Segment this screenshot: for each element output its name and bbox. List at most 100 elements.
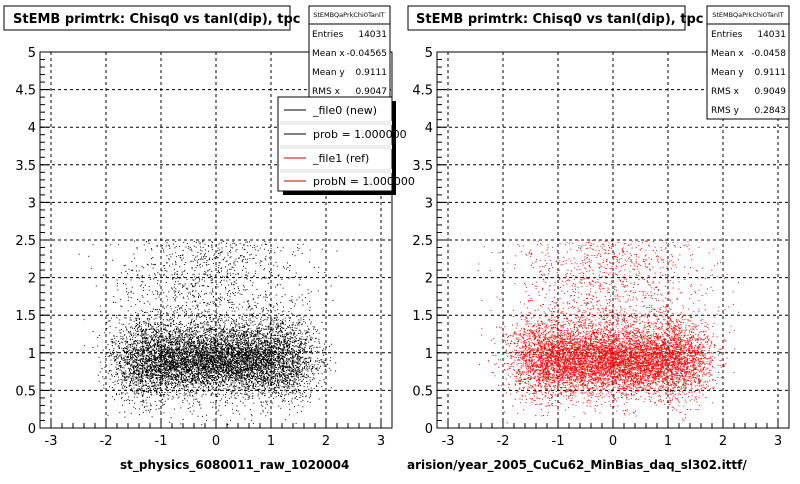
scatter-point <box>236 319 237 320</box>
scatter-point <box>326 294 327 295</box>
scatter-point <box>203 386 204 387</box>
scatter-point <box>171 339 172 340</box>
scatter-point <box>233 277 234 278</box>
scatter-point <box>293 335 294 336</box>
scatter-point <box>192 414 193 415</box>
scatter-point <box>150 403 151 404</box>
scatter-point <box>243 397 244 398</box>
scatter-point <box>141 348 142 349</box>
scatter-point <box>130 357 131 358</box>
scatter-point <box>296 371 297 372</box>
scatter-point <box>156 352 157 353</box>
scatter-point <box>233 273 234 274</box>
scatter-point <box>299 383 300 384</box>
scatter-point <box>188 315 189 316</box>
scatter-point <box>251 345 252 346</box>
scatter-point <box>108 344 109 345</box>
scatter-point <box>137 389 138 390</box>
scatter-point <box>248 399 249 400</box>
scatter-point <box>267 317 268 318</box>
scatter-point <box>153 334 154 335</box>
scatter-point <box>208 264 209 265</box>
scatter-point <box>171 308 172 309</box>
scatter-point <box>242 384 243 385</box>
scatter-point <box>167 394 168 395</box>
scatter-point <box>289 414 290 415</box>
scatter-point <box>139 301 140 302</box>
scatter-point <box>188 373 189 374</box>
scatter-point <box>217 382 218 383</box>
scatter-point <box>238 379 239 380</box>
scatter-point <box>264 278 265 279</box>
scatter-point <box>325 369 326 370</box>
scatter-point <box>185 331 186 332</box>
scatter-point <box>199 316 200 317</box>
scatter-point <box>222 346 223 347</box>
scatter-point <box>232 319 233 320</box>
scatter-point <box>241 377 242 378</box>
scatter-point <box>186 356 187 357</box>
scatter-point <box>97 337 98 338</box>
scatter-point <box>285 386 286 387</box>
scatter-point <box>225 394 226 395</box>
scatter-point <box>142 335 143 336</box>
scatter-point <box>109 332 110 333</box>
scatter-point <box>178 342 179 343</box>
scatter-point <box>152 339 153 340</box>
scatter-point <box>147 319 148 320</box>
scatter-point <box>278 379 279 380</box>
scatter-point <box>221 271 222 272</box>
scatter-point <box>206 381 207 382</box>
scatter-point <box>302 300 303 301</box>
scatter-point <box>142 330 143 331</box>
scatter-point <box>185 376 186 377</box>
scatter-point <box>238 309 239 310</box>
scatter-point <box>137 324 138 325</box>
scatter-point <box>143 361 144 362</box>
scatter-point <box>206 354 207 355</box>
scatter-point <box>190 324 191 325</box>
scatter-point <box>135 394 136 395</box>
scatter-point <box>235 344 236 345</box>
scatter-point <box>179 367 180 368</box>
scatter-point <box>293 341 294 342</box>
scatter-point <box>248 360 249 361</box>
scatter-point <box>296 379 297 380</box>
scatter-point <box>128 377 129 378</box>
scatter-point <box>215 359 216 360</box>
scatter-point <box>142 384 143 385</box>
scatter-point <box>162 301 163 302</box>
scatter-point <box>238 274 239 275</box>
scatter-point <box>204 379 205 380</box>
scatter-point <box>226 339 227 340</box>
scatter-point <box>165 355 166 356</box>
scatter-point <box>296 299 297 300</box>
scatter-point <box>140 349 141 350</box>
scatter-point <box>131 380 132 381</box>
scatter-point <box>269 352 270 353</box>
scatter-point <box>224 353 225 354</box>
scatter-point <box>169 334 170 335</box>
scatter-point <box>157 272 158 273</box>
scatter-point <box>241 341 242 342</box>
scatter-point <box>307 351 308 352</box>
scatter-point <box>208 339 209 340</box>
scatter-point <box>264 362 265 363</box>
scatter-point <box>199 372 200 373</box>
scatter-point <box>216 245 217 246</box>
scatter-point <box>205 394 206 395</box>
scatter-point <box>169 364 170 365</box>
scatter-point <box>254 305 255 306</box>
scatter-point <box>216 309 217 310</box>
scatter-point <box>162 335 163 336</box>
scatter-point <box>253 331 254 332</box>
scatter-point <box>276 320 277 321</box>
scatter-point <box>187 361 188 362</box>
scatter-point <box>150 311 151 312</box>
scatter-point <box>216 378 217 379</box>
scatter-point <box>272 374 273 375</box>
scatter-point <box>276 303 277 304</box>
scatter-point <box>122 360 123 361</box>
scatter-point <box>273 359 274 360</box>
scatter-point <box>174 409 175 410</box>
